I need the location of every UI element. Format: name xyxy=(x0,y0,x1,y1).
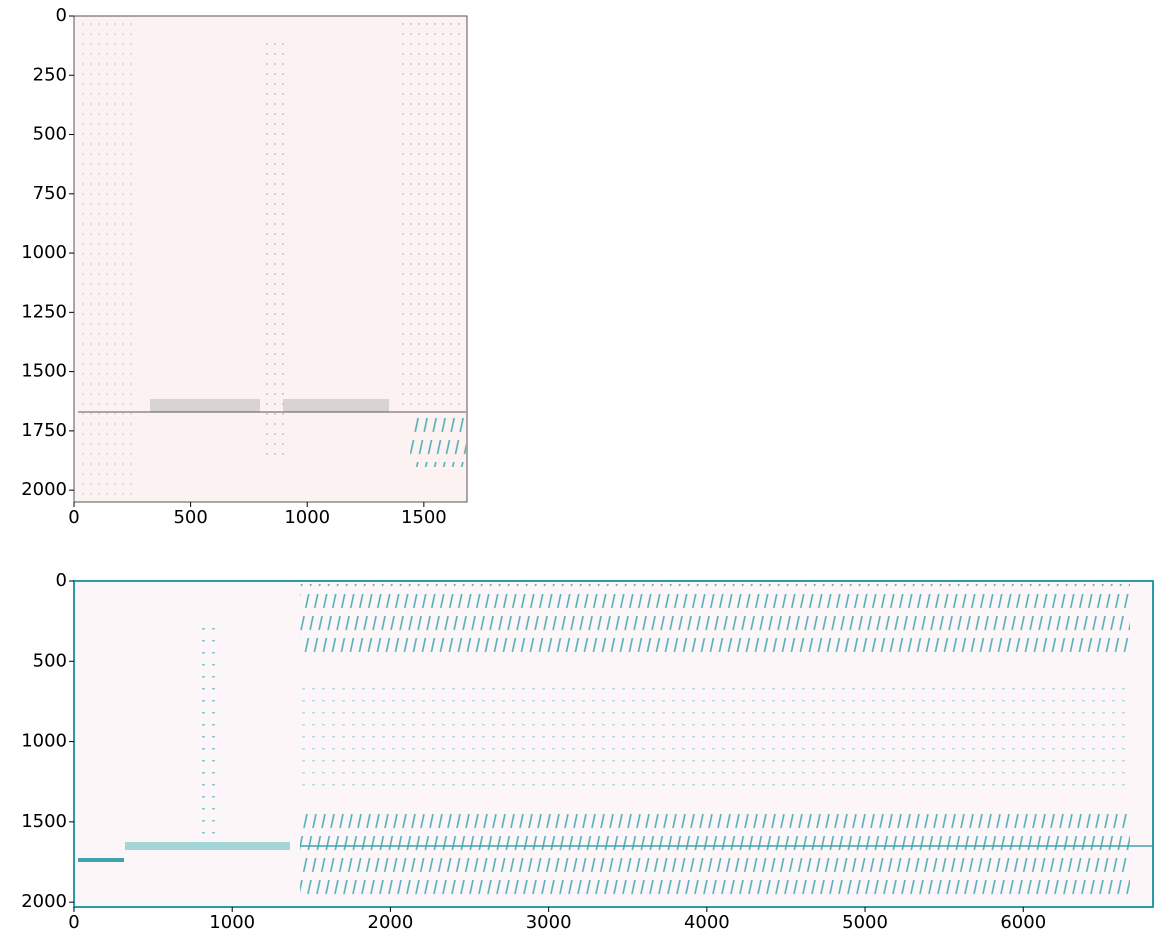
y-tick-label: 1750 xyxy=(21,420,67,441)
y-tick-label: 250 xyxy=(33,64,67,85)
x-tick-label: 1000 xyxy=(209,912,255,933)
charts: 0 500 1000 1500 0 250 500 750 1000 1250 1500 1750 20… xyxy=(21,5,1153,933)
y-tick-label: 1250 xyxy=(21,301,67,322)
x-tick-label: 1000 xyxy=(284,507,330,528)
x-tick-label: 5000 xyxy=(842,912,888,933)
y-tick-label: 1500 xyxy=(21,811,67,832)
y-tick-label: 0 xyxy=(56,570,67,591)
x-tick-label: 6000 xyxy=(1000,912,1046,933)
x-tick-label: 0 xyxy=(68,507,79,528)
y-tick-label: 2000 xyxy=(21,479,67,500)
x-tick-label: 2000 xyxy=(368,912,414,933)
y-tick-label: 500 xyxy=(33,650,67,671)
y-tick-label: 500 xyxy=(33,124,67,145)
x-tick-label: 3000 xyxy=(526,912,572,933)
x-tick-label: 4000 xyxy=(684,912,730,933)
y-tick-label: 750 xyxy=(33,183,67,204)
y-tick-label: 1000 xyxy=(21,731,67,752)
x-tick-label: 1500 xyxy=(401,507,447,528)
x-tick-label: 500 xyxy=(173,507,207,528)
figure: 0 500 1000 1500 0 250 500 750 1000 1250 1500 1750 20… xyxy=(0,0,1154,938)
y-tick-label: 1000 xyxy=(21,242,67,263)
x-tick-label: 0 xyxy=(68,912,79,933)
y-tick-label: 0 xyxy=(56,5,67,26)
y-tick-label: 1500 xyxy=(21,361,67,382)
y-tick-label: 2000 xyxy=(21,891,67,912)
